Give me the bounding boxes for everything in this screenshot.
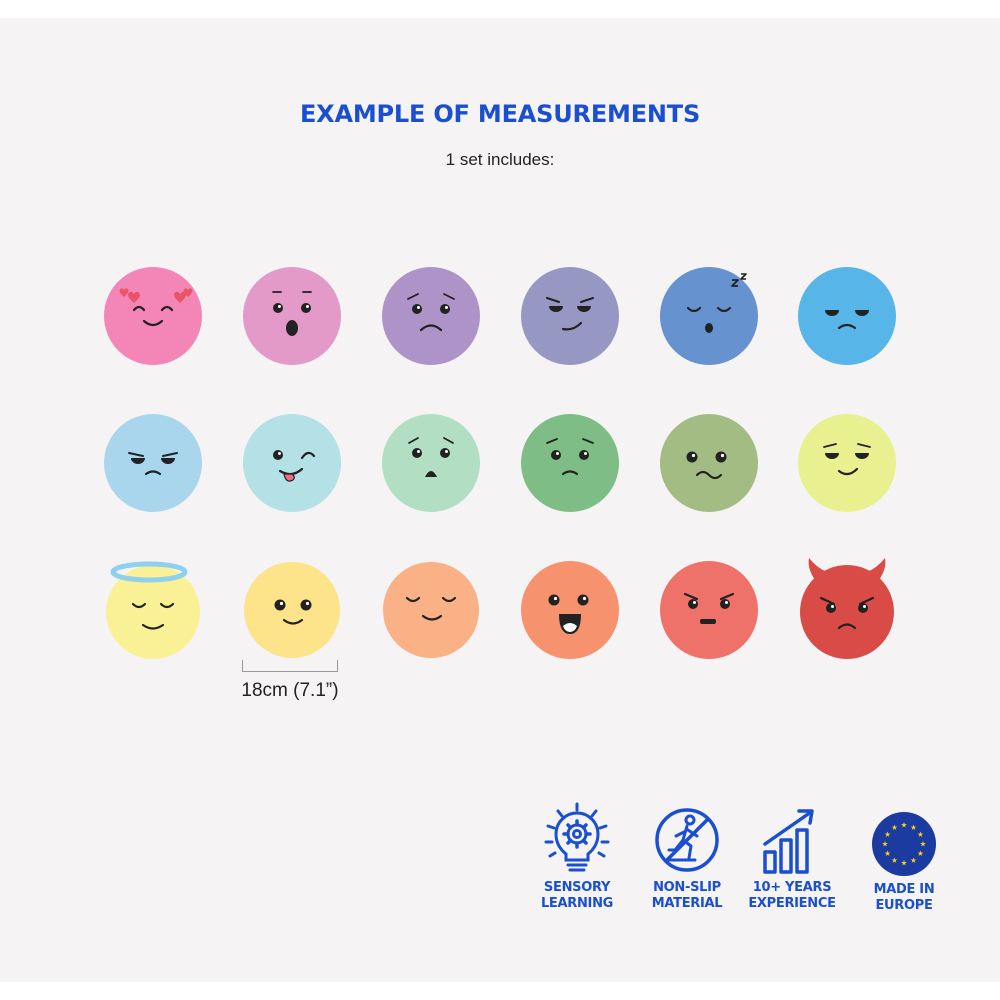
- face-sleepy: [659, 266, 759, 366]
- badge-label: MADE IN EUROPE: [873, 882, 935, 913]
- measurement-label: 18cm (7.1”): [241, 680, 339, 701]
- eu-star: [910, 824, 917, 830]
- face-surprised: [242, 266, 342, 366]
- badge-label: NON-SLIP MATERIAL: [651, 880, 723, 911]
- eu-star: [901, 860, 907, 866]
- face-annoyed: [103, 413, 203, 513]
- badge-sensory-learning: SENSORY LEARNING: [527, 802, 627, 912]
- badge-made-in-europe: MADE IN EUROPE: [854, 812, 954, 914]
- badge-label: SENSORY LEARNING: [540, 880, 614, 911]
- eu-star: [884, 831, 891, 837]
- badge-label: 10+ YEARS EXPERIENCE: [748, 880, 836, 911]
- eu-star: [901, 822, 907, 828]
- face-worried: [381, 266, 481, 366]
- face-devil: [797, 558, 897, 660]
- no-slip-icon: [655, 808, 719, 872]
- eu-star: [917, 831, 924, 837]
- face-peaceful: [381, 560, 481, 660]
- eu-star: [882, 841, 888, 847]
- eu-star: [910, 857, 917, 863]
- eu-star: [920, 841, 926, 847]
- lightbulb-gear-icon: [544, 802, 610, 872]
- face-sad: [797, 266, 897, 366]
- face-excited: [520, 560, 620, 660]
- eu-star: [917, 850, 924, 856]
- face-winking: [242, 413, 342, 513]
- eu-star: [891, 857, 898, 863]
- page-title: EXAMPLE OF MEASUREMENTS: [299, 100, 701, 128]
- face-smirk: [520, 266, 620, 366]
- badge-non-slip-material: NON-SLIP MATERIAL: [637, 806, 737, 912]
- face-shocked: [381, 413, 481, 513]
- face-in-love: [103, 266, 203, 366]
- face-unsure: [659, 413, 759, 513]
- face-angel: [103, 560, 203, 660]
- face-frustrated: [659, 560, 759, 660]
- face-happy: [242, 560, 342, 660]
- measurement-bracket: [242, 660, 338, 672]
- eu-star: [884, 850, 891, 856]
- face-concerned: [520, 413, 620, 513]
- page-subtitle: 1 set includes:: [445, 150, 555, 169]
- eu-flag-icon: [872, 812, 936, 876]
- eu-star: [891, 824, 898, 830]
- face-content: [797, 413, 897, 513]
- growth-chart-icon: [763, 809, 814, 874]
- badge-years-experience: 10+ YEARS EXPERIENCE: [742, 806, 842, 912]
